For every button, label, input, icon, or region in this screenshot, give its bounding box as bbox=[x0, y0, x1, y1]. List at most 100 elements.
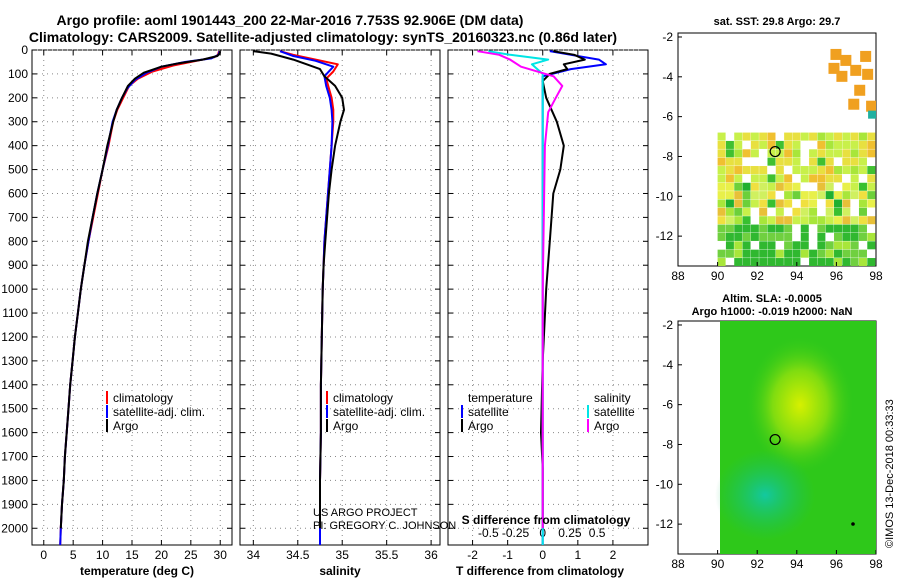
sst-cell bbox=[750, 249, 759, 258]
sst-cell bbox=[759, 232, 768, 241]
sst-cell bbox=[792, 140, 801, 149]
sst-cell bbox=[784, 140, 793, 149]
sst-cell bbox=[850, 64, 862, 76]
sst-cell bbox=[809, 132, 818, 141]
map-x-tick-label: 94 bbox=[790, 557, 804, 571]
sst-cell bbox=[858, 216, 867, 225]
legend-label-climatology: climatology bbox=[333, 391, 393, 405]
y-tick-label: 1900 bbox=[1, 497, 28, 511]
x-tick-label: 35.5 bbox=[375, 548, 399, 562]
salinity-xlabel: salinity bbox=[319, 564, 361, 578]
sst-cell bbox=[834, 132, 843, 141]
sst-cell bbox=[867, 132, 876, 141]
sst-cell bbox=[842, 241, 851, 250]
sst-cell bbox=[858, 166, 867, 175]
y-tick-label: 800 bbox=[8, 234, 28, 248]
sst-cell bbox=[767, 174, 776, 183]
sst-cell bbox=[842, 249, 851, 258]
sst-cell bbox=[825, 241, 834, 250]
map-y-tick-label: -8 bbox=[662, 437, 673, 451]
sst-cell bbox=[862, 68, 874, 80]
sst-cell bbox=[867, 241, 876, 250]
sst-cell bbox=[850, 249, 859, 258]
sst-cell bbox=[725, 216, 734, 225]
y-tick-label: 1200 bbox=[1, 330, 28, 344]
series-temperature-climatology bbox=[59, 50, 221, 546]
sst-cell bbox=[750, 132, 759, 141]
sst-cell bbox=[750, 174, 759, 183]
tick-layer: 0100200300400500600700800900100011001200… bbox=[1, 43, 648, 562]
x-tick-label: 30 bbox=[214, 548, 228, 562]
sst-cell bbox=[858, 140, 867, 149]
sst-cell bbox=[742, 199, 751, 208]
sst-cell bbox=[867, 232, 876, 241]
sst-cell bbox=[750, 224, 759, 233]
series-difference-t-satellite bbox=[541, 50, 607, 545]
sst-cell bbox=[850, 157, 859, 166]
sst-cell bbox=[775, 140, 784, 149]
sst-cell bbox=[809, 216, 818, 225]
x-tick-label: 35 bbox=[336, 548, 350, 562]
sst-cell bbox=[767, 241, 776, 250]
sst-cell bbox=[759, 166, 768, 175]
sst-cell bbox=[734, 191, 743, 200]
sst-cell bbox=[775, 166, 784, 175]
sst-cell bbox=[842, 258, 851, 266]
sst-cell bbox=[866, 100, 876, 112]
legend-title-temperature: temperature bbox=[468, 391, 533, 405]
sst-cell bbox=[850, 182, 859, 191]
sst-cell bbox=[717, 249, 726, 258]
sst-cell bbox=[858, 249, 867, 258]
pi-credit: PI: GREGORY C. JOHNSON bbox=[313, 520, 456, 532]
sst-cell bbox=[842, 182, 851, 191]
sst-cell bbox=[784, 249, 793, 258]
sst-cell bbox=[767, 182, 776, 191]
sst-cell bbox=[792, 166, 801, 175]
sst-cell bbox=[734, 249, 743, 258]
map-x-tick-label: 96 bbox=[830, 557, 844, 571]
x-tick-label: 0 bbox=[40, 548, 47, 562]
sst-cell bbox=[850, 149, 859, 158]
legend-label-t-argo: Argo bbox=[468, 419, 494, 433]
sst-cell bbox=[759, 191, 768, 200]
sst-cell bbox=[809, 174, 818, 183]
sst-cell bbox=[867, 182, 876, 191]
map-y-tick-label: -2 bbox=[662, 30, 673, 44]
sst-cell bbox=[767, 132, 776, 141]
sst-cell bbox=[734, 199, 743, 208]
sst-cell bbox=[867, 149, 876, 158]
s-diff-tick-label: -0.25 bbox=[502, 526, 530, 540]
x-tick-label: 2 bbox=[610, 548, 617, 562]
sst-cell bbox=[842, 157, 851, 166]
x-tick-label: 36 bbox=[424, 548, 438, 562]
sst-cell bbox=[767, 157, 776, 166]
sst-cell bbox=[850, 241, 859, 250]
sst-cell bbox=[858, 182, 867, 191]
sla-map-title-line2: Argo h1000: -0.019 h2000: NaN bbox=[692, 306, 853, 318]
sst-cell bbox=[842, 149, 851, 158]
y-tick-label: 300 bbox=[8, 115, 28, 129]
legend-label-t-satellite: satellite bbox=[468, 405, 509, 419]
sst-cell bbox=[825, 157, 834, 166]
sst-cell bbox=[825, 191, 834, 200]
sst-cell bbox=[734, 241, 743, 250]
map-x-tick-label: 90 bbox=[711, 269, 725, 283]
sst-cell bbox=[842, 232, 851, 241]
sst-cell bbox=[809, 191, 818, 200]
series-salinity-satellite-adj-clim- bbox=[279, 50, 335, 545]
sst-cell bbox=[817, 224, 826, 233]
sst-cell bbox=[817, 182, 826, 191]
sst-cell bbox=[809, 149, 818, 158]
sst-cell bbox=[775, 249, 784, 258]
y-tick-label: 400 bbox=[8, 139, 28, 153]
sst-cell bbox=[784, 258, 793, 266]
sst-cell bbox=[759, 224, 768, 233]
sst-cell bbox=[759, 249, 768, 258]
sst-cell bbox=[800, 166, 809, 175]
sst-cell bbox=[792, 216, 801, 225]
sst-cell bbox=[784, 157, 793, 166]
x-tick-label: 25 bbox=[184, 548, 198, 562]
map-x-tick-label: 92 bbox=[751, 557, 765, 571]
sst-cell bbox=[717, 182, 726, 191]
sst-cell bbox=[734, 182, 743, 191]
